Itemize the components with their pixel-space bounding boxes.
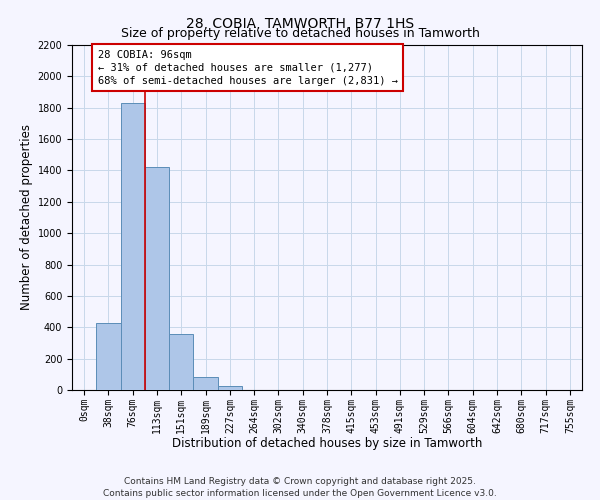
Text: 28 COBIA: 96sqm
← 31% of detached houses are smaller (1,277)
68% of semi-detache: 28 COBIA: 96sqm ← 31% of detached houses… [97,50,398,86]
X-axis label: Distribution of detached houses by size in Tamworth: Distribution of detached houses by size … [172,437,482,450]
Text: Size of property relative to detached houses in Tamworth: Size of property relative to detached ho… [121,28,479,40]
Bar [169,334,193,390]
Bar [121,103,145,390]
Bar [145,168,169,390]
Y-axis label: Number of detached properties: Number of detached properties [20,124,34,310]
Bar [193,378,218,390]
Text: 28, COBIA, TAMWORTH, B77 1HS: 28, COBIA, TAMWORTH, B77 1HS [186,18,414,32]
Bar [218,386,242,390]
Bar [96,322,121,390]
Text: Contains HM Land Registry data © Crown copyright and database right 2025.
Contai: Contains HM Land Registry data © Crown c… [103,476,497,498]
